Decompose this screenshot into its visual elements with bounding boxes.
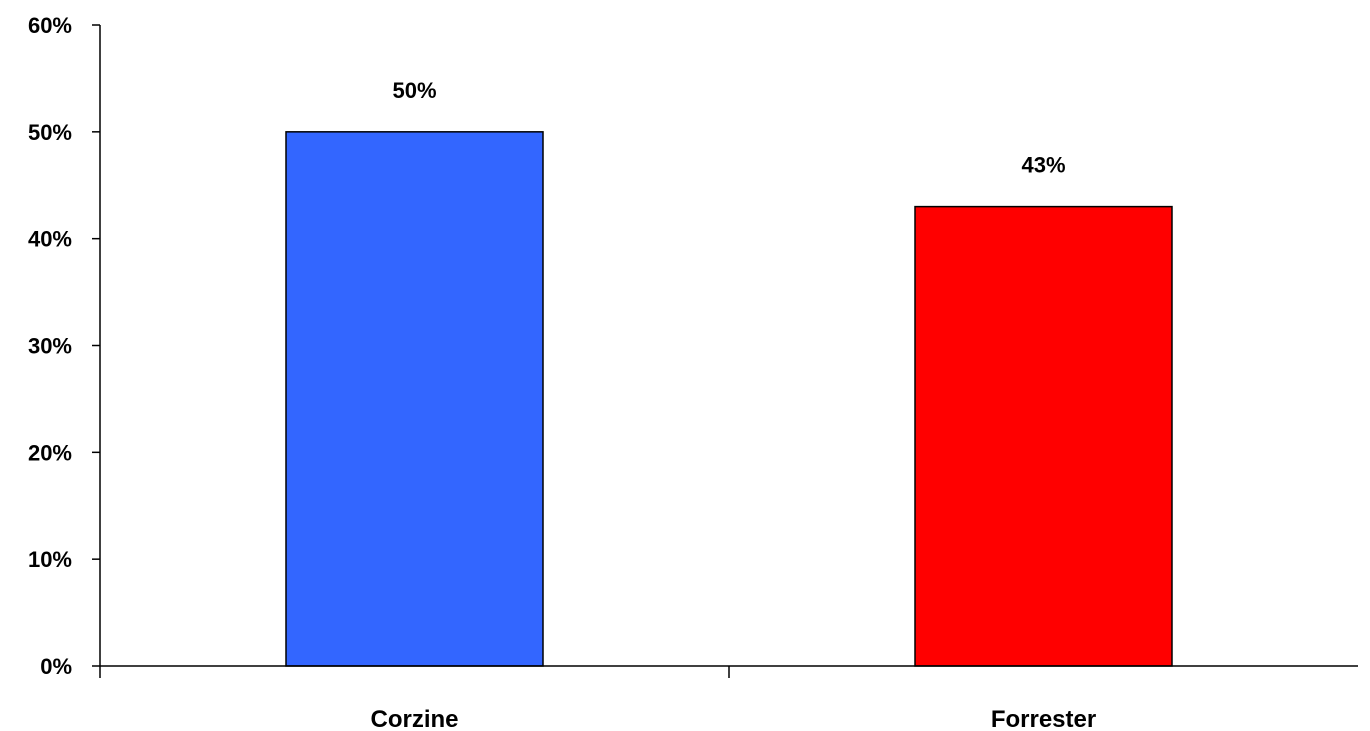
data-label-forrester: 43% (1021, 153, 1065, 178)
y-tick-label: 30% (28, 334, 72, 359)
bar-corzine (285, 131, 544, 667)
data-labels: 50% 43% (392, 78, 1065, 178)
y-tick-label: 10% (28, 547, 72, 572)
x-tick-label-forrester: Forrester (991, 706, 1096, 731)
bars (285, 131, 1173, 667)
x-tick-label-corzine: Corzine (370, 706, 458, 731)
y-tick-label: 60% (28, 13, 72, 38)
y-tick-label: 40% (28, 227, 72, 252)
y-tick-label: 20% (28, 440, 72, 465)
bar-forrester (914, 205, 1173, 667)
y-tick-label: 50% (28, 120, 72, 145)
y-tick-label: 0% (40, 654, 72, 679)
x-axis-labels: Corzine Forrester (370, 706, 1096, 731)
y-axis-ticks: 0% 10% 20% 30% 40% 50% 60% (28, 13, 100, 679)
data-label-corzine: 50% (392, 78, 436, 103)
